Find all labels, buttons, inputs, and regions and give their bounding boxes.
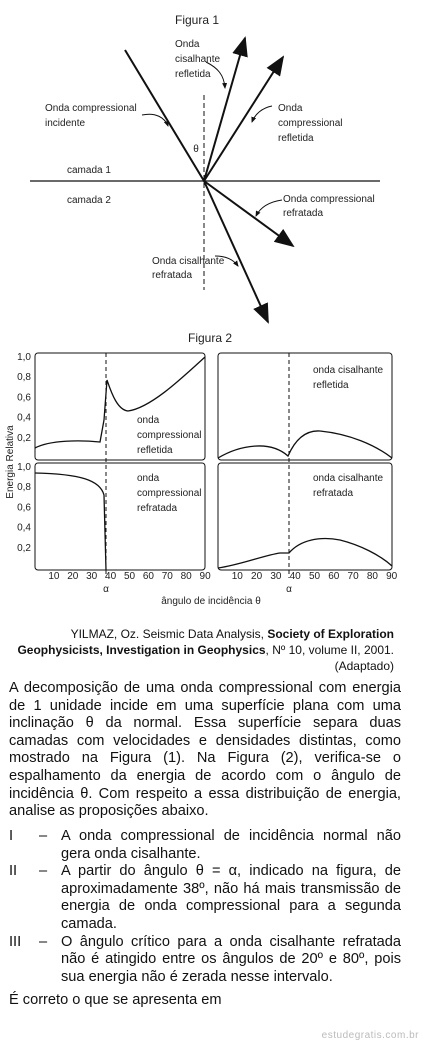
item: II – A partir do ângulo θ = α, indicado na…	[9, 863, 401, 933]
items: I – A onda compressional de incidência nor…	[9, 828, 401, 986]
figure1-label: Onda compressional	[45, 103, 137, 114]
item-dash: –	[39, 828, 48, 844]
y-tick-label: 0,2	[17, 433, 31, 444]
figure2-title: Figura 2	[188, 331, 232, 345]
x-tick-label: 50	[309, 571, 321, 582]
figure1-label: Onda cisalhante	[152, 256, 225, 267]
item-text: A onda compressional de incidência norma…	[61, 828, 401, 862]
item-dash: –	[39, 863, 48, 880]
y-tick-label: 0,4	[17, 413, 31, 424]
citation-bold: Society of Exploration Geophysicists, In…	[17, 627, 394, 657]
figure1-label: camada 1	[67, 165, 111, 176]
item-num: I	[9, 828, 14, 844]
panel-label: onda	[137, 473, 160, 484]
y-tick-label: 0,4	[17, 523, 31, 534]
y-tick-label: 0,6	[17, 392, 31, 403]
panel-label: refratada	[313, 488, 353, 499]
y-tick-label: 1,0	[17, 352, 31, 363]
panel-label: onda cisalhante	[313, 365, 383, 376]
x-tick-label: 90	[386, 571, 398, 582]
x-axis-label: ângulo de incidência θ	[161, 596, 261, 607]
x-tick-label: 20	[251, 571, 263, 582]
panel-label: refletida	[137, 445, 173, 456]
panel-label: refletida	[313, 380, 349, 391]
alpha: α	[286, 584, 292, 595]
figure1-label: cisalhante	[175, 54, 220, 65]
citation-text: , Nº 10, volume II, 2001.	[265, 643, 394, 657]
panel-label: compressional	[137, 488, 201, 499]
x-tick-label: 80	[181, 571, 193, 582]
figure1-label: Onda	[278, 103, 303, 114]
item: I – A onda compressional de incidência nor…	[9, 828, 401, 863]
x-tick-label: 60	[328, 571, 340, 582]
item-dash: –	[39, 933, 48, 950]
figure1-label: Onda compressional	[283, 194, 375, 205]
x-tick-label: 50	[124, 571, 136, 582]
figures: Figura 1 θ Onda cisalhante refletida Onda c…	[5, 13, 398, 607]
y-tick-label: 0,6	[17, 502, 31, 513]
x-tick-label: 30	[86, 571, 98, 582]
citation: YILMAZ, Oz. Seismic Data Analysis, Socie…	[8, 626, 394, 674]
x-tick-label: 40	[105, 571, 117, 582]
panel-label: onda cisalhante	[313, 473, 383, 484]
x-tick-label: 40	[290, 571, 302, 582]
question: É correto o que se apresenta em	[9, 992, 222, 1008]
x-tick-label: 20	[67, 571, 79, 582]
figure1-label: refletida	[175, 69, 211, 80]
x-tick-label: 70	[348, 571, 360, 582]
item-num: III	[9, 933, 22, 950]
citation-note: (Adaptado)	[334, 659, 394, 673]
figure2-panels	[34, 352, 393, 578]
alpha: α	[103, 584, 109, 595]
body-text: A decomposição de uma onda compressional…	[9, 680, 401, 820]
y-tick-label: 0,8	[17, 372, 31, 383]
x-tick-label: 30	[270, 571, 282, 582]
figure1-label: incidente	[45, 118, 85, 129]
figure1-diagram	[30, 36, 380, 324]
item: III – O ângulo crítico para a onda cisalha…	[9, 934, 401, 987]
x-tick-label: 90	[200, 571, 212, 582]
panel-label: onda	[137, 415, 160, 426]
figure1-label: Onda	[175, 39, 200, 50]
item-num: II	[9, 863, 18, 880]
x-tick-label: 10	[232, 571, 244, 582]
theta: θ	[193, 144, 199, 155]
figure1-label: refratada	[152, 270, 192, 281]
item-text: A partir do ângulo θ = α, indicado na fi…	[61, 863, 401, 932]
figure1-label: refratada	[283, 208, 323, 219]
figure1-title: Figura 1	[175, 13, 219, 27]
footer: estudegratis.com.br	[321, 1030, 419, 1041]
y-tick-label: 1,0	[17, 462, 31, 473]
y-axis-label: Energia Relativa	[5, 425, 16, 499]
citation-text: YILMAZ, Oz. Seismic Data Analysis,	[70, 627, 268, 641]
item-text: O ângulo crítico para a onda cisalhante …	[61, 933, 401, 985]
y-tick-label: 0,2	[17, 543, 31, 554]
figure1-label: refletida	[278, 133, 314, 144]
x-tick-label: 80	[367, 571, 379, 582]
x-tick-label: 70	[162, 571, 174, 582]
panel-label: compressional	[137, 430, 201, 441]
x-tick-label: 10	[48, 571, 60, 582]
panel-label: refratada	[137, 503, 177, 514]
figure1-label: camada 2	[67, 195, 111, 206]
y-tick-label: 0,8	[17, 482, 31, 493]
figure1-label: compressional	[278, 118, 342, 129]
x-tick-label: 60	[143, 571, 155, 582]
